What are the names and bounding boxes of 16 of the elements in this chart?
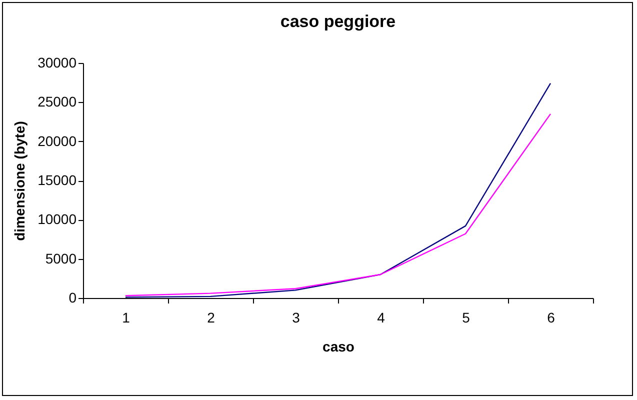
y-tick-label: 0 <box>68 290 77 306</box>
x-tick-label: 1 <box>122 310 130 326</box>
x-tick-label: 6 <box>547 310 556 326</box>
y-tick-label: 20000 <box>38 132 77 149</box>
y-axis-title: dimensione (byte) <box>12 121 28 241</box>
y-tick-label: 5000 <box>45 250 77 266</box>
x-tick-label: 2 <box>207 310 216 326</box>
x-tick-label: 3 <box>292 310 300 326</box>
x-tick-label: 4 <box>377 310 386 326</box>
chart-title: caso peggiore <box>280 12 396 31</box>
x-tick-label: 5 <box>462 310 470 326</box>
y-tick-label: 10000 <box>38 211 77 228</box>
y-tick-label: 30000 <box>38 54 77 70</box>
x-axis-title: caso <box>322 338 354 354</box>
y-tick-label: 15000 <box>38 172 77 188</box>
y-tick-label: 25000 <box>38 94 77 110</box>
